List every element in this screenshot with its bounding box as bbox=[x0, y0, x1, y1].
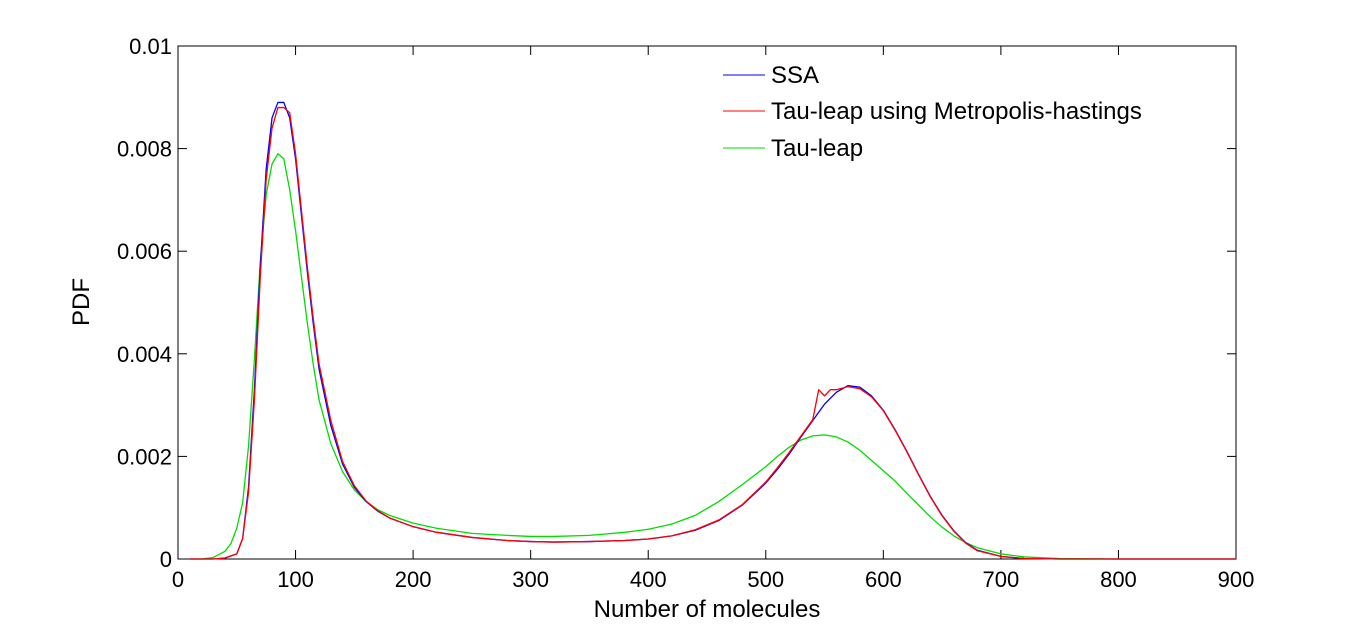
x-tick-label: 300 bbox=[512, 567, 549, 592]
y-tick-label: 0.004 bbox=[117, 342, 172, 367]
y-axis-title: PDF bbox=[68, 278, 95, 326]
series-layer bbox=[189, 101, 1236, 560]
legend-label-tau-leap-mh: Tau-leap using Metropolis-hastings bbox=[771, 98, 1142, 125]
legend-label-ssa: SSA bbox=[771, 62, 819, 89]
x-tick-label: 700 bbox=[983, 567, 1020, 592]
x-tick-label: 600 bbox=[865, 567, 902, 592]
x-tick-label: 900 bbox=[1218, 567, 1255, 592]
x-tick-label: 500 bbox=[747, 567, 784, 592]
series-line-tau-leap bbox=[189, 153, 1236, 560]
x-tick-label: 0 bbox=[172, 567, 184, 592]
y-tick-label: 0 bbox=[160, 547, 172, 572]
plot-area-frame bbox=[177, 45, 1237, 560]
y-tick-label: 0.002 bbox=[117, 444, 172, 469]
x-tick-label: 200 bbox=[395, 567, 432, 592]
series-line-tau-leap-mh bbox=[189, 106, 1236, 560]
legend-label-tau-leap: Tau-leap bbox=[771, 135, 863, 162]
x-tick-label: 400 bbox=[630, 567, 667, 592]
legend: SSA Tau-leap using Metropolis-hastings T… bbox=[723, 62, 1142, 162]
y-tick-label: 0.01 bbox=[129, 34, 172, 59]
x-tick-label: 100 bbox=[277, 567, 314, 592]
labels-layer: 0 100 200 300 400 500 600 700 800 900 0 0.002 0.004 0… bbox=[117, 34, 1254, 592]
ticks-layer bbox=[177, 45, 1237, 560]
y-tick-label: 0.006 bbox=[117, 239, 172, 264]
x-axis-title: Number of molecules bbox=[594, 596, 821, 623]
y-tick-label: 0.008 bbox=[117, 137, 172, 162]
x-tick-label: 800 bbox=[1100, 567, 1137, 592]
